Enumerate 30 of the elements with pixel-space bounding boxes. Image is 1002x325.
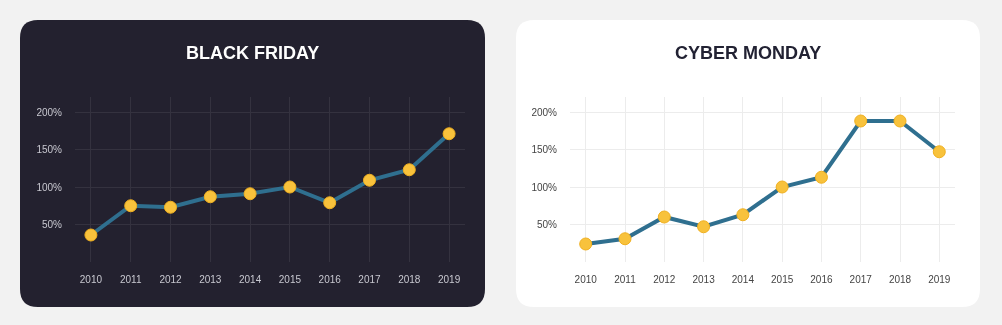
x-tick-label: 2017 <box>358 274 382 285</box>
x-tick-label: 2014 <box>731 274 755 285</box>
chart-title: BLACK FRIDAY <box>186 43 320 63</box>
x-tick-label: 2016 <box>318 274 342 285</box>
y-tick-label: 100% <box>531 181 558 193</box>
x-tick-label: 2014 <box>238 274 262 285</box>
y-tick-label: 50% <box>536 219 558 230</box>
x-tick-label: 2019 <box>437 274 461 285</box>
x-tick-label: 2015 <box>771 274 794 285</box>
x-tick-label: 2010 <box>574 274 598 285</box>
x-tick-label: 2018 <box>398 274 421 285</box>
x-tick-label: 2010 <box>79 274 103 285</box>
x-tick-label: 2012 <box>653 274 676 285</box>
x-tick-label: 2016 <box>810 274 833 285</box>
x-tick-label: 2013 <box>199 274 222 285</box>
y-tick-label: 100% <box>36 181 63 193</box>
y-tick-label: 200% <box>531 106 558 118</box>
x-tick-label: 2011 <box>119 274 142 285</box>
x-tick-label: 2012 <box>159 274 183 285</box>
y-tick-label: 50% <box>41 219 63 230</box>
x-tick-label: 2015 <box>278 274 302 285</box>
chart-title: CYBER MONDAY <box>675 43 822 63</box>
y-tick-label: 150% <box>36 144 63 155</box>
x-tick-label: 2017 <box>849 274 873 285</box>
x-tick-label: 2013 <box>692 274 716 285</box>
x-tick-label: 2019 <box>928 274 951 285</box>
x-tick-label: 2011 <box>614 274 637 285</box>
x-tick-label: 2018 <box>888 274 912 285</box>
y-tick-label: 150% <box>531 144 558 155</box>
y-tick-label: 200% <box>36 106 63 118</box>
